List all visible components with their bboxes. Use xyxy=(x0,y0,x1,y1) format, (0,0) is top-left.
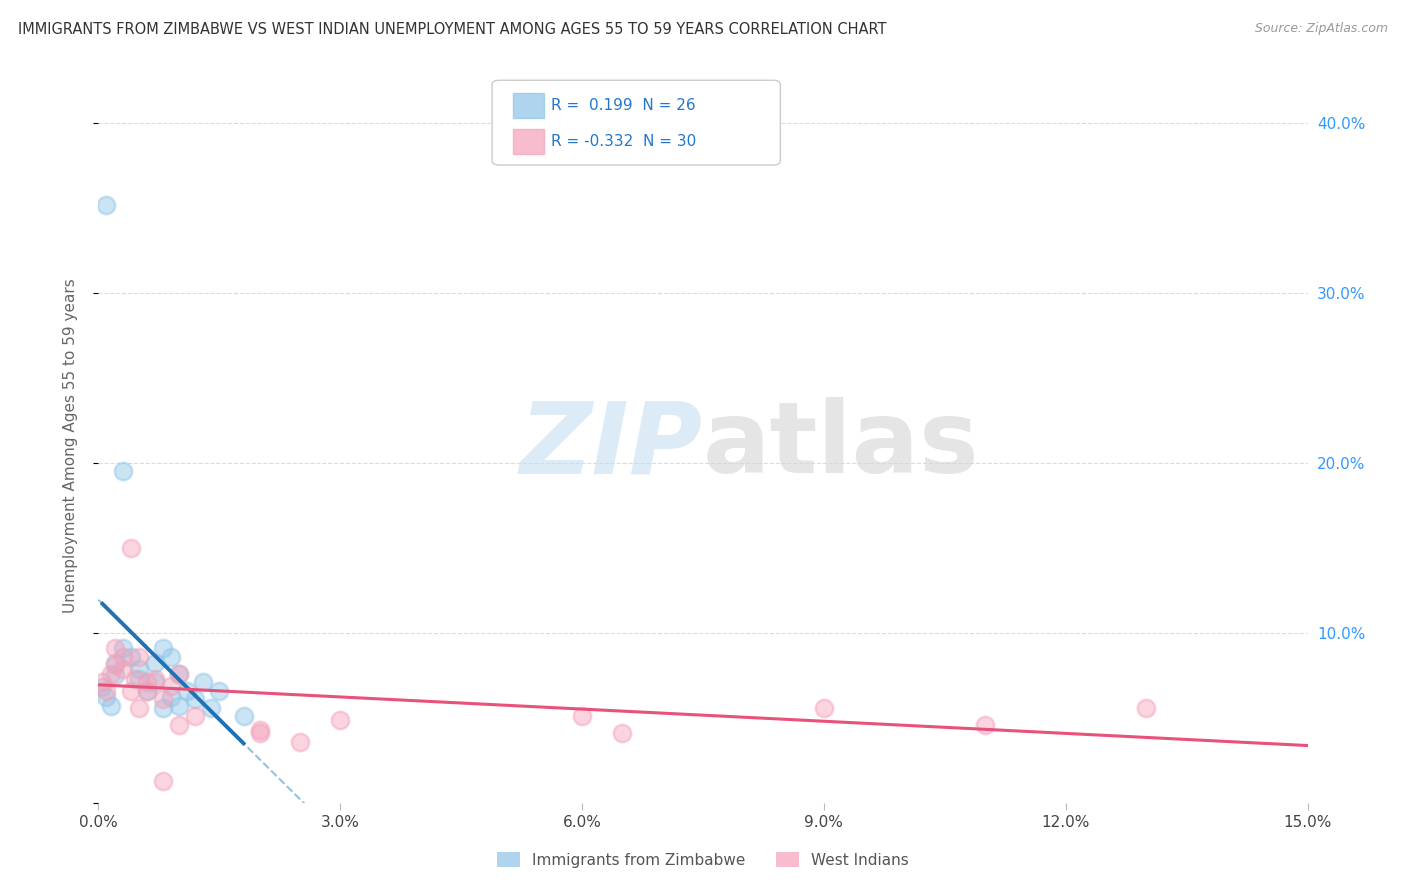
Point xyxy=(176,683,198,698)
Point xyxy=(128,672,150,686)
Point xyxy=(143,675,166,690)
Point xyxy=(96,198,118,212)
Point xyxy=(152,700,174,714)
Point xyxy=(167,666,190,681)
Point xyxy=(111,641,134,656)
Point xyxy=(208,683,231,698)
Point xyxy=(974,717,997,731)
Y-axis label: Unemployment Among Ages 55 to 59 years: Unemployment Among Ages 55 to 59 years xyxy=(63,278,77,614)
Point xyxy=(167,717,190,731)
Point xyxy=(96,690,118,705)
Legend: Immigrants from Zimbabwe, West Indians: Immigrants from Zimbabwe, West Indians xyxy=(491,846,915,873)
Point xyxy=(111,465,134,479)
Point xyxy=(120,649,142,664)
Point xyxy=(111,662,134,676)
Point xyxy=(143,657,166,671)
Point xyxy=(100,666,122,681)
Text: atlas: atlas xyxy=(703,398,980,494)
Point xyxy=(91,675,114,690)
Point xyxy=(152,641,174,656)
Point xyxy=(249,726,271,740)
Point xyxy=(96,683,118,698)
Point xyxy=(128,700,150,714)
Point xyxy=(135,675,157,690)
Point xyxy=(813,700,835,714)
Point xyxy=(120,541,142,555)
Point xyxy=(111,649,134,664)
Point xyxy=(120,683,142,698)
Point xyxy=(124,672,146,686)
Text: ZIP: ZIP xyxy=(520,398,703,494)
Point xyxy=(249,723,271,737)
Point xyxy=(184,692,207,706)
Point xyxy=(288,734,311,748)
Point xyxy=(128,649,150,664)
Point xyxy=(160,690,183,705)
Point xyxy=(135,683,157,698)
Point xyxy=(167,698,190,713)
Point xyxy=(128,662,150,676)
Text: R =  0.199  N = 26: R = 0.199 N = 26 xyxy=(551,98,696,113)
Point xyxy=(91,680,114,694)
Text: R = -0.332  N = 30: R = -0.332 N = 30 xyxy=(551,134,696,149)
Point xyxy=(612,726,634,740)
Point xyxy=(103,657,125,671)
Point xyxy=(135,683,157,698)
Point xyxy=(329,713,352,727)
Point xyxy=(193,675,215,690)
Point xyxy=(200,700,222,714)
Point xyxy=(143,672,166,686)
Point xyxy=(103,658,125,673)
Point xyxy=(571,709,593,723)
Point xyxy=(100,698,122,713)
Point xyxy=(103,641,125,656)
Point xyxy=(152,692,174,706)
Point xyxy=(167,666,190,681)
Point xyxy=(184,709,207,723)
Point xyxy=(152,773,174,788)
Point xyxy=(160,679,183,693)
Text: Source: ZipAtlas.com: Source: ZipAtlas.com xyxy=(1254,22,1388,36)
Text: IMMIGRANTS FROM ZIMBABWE VS WEST INDIAN UNEMPLOYMENT AMONG AGES 55 TO 59 YEARS C: IMMIGRANTS FROM ZIMBABWE VS WEST INDIAN … xyxy=(18,22,887,37)
Point xyxy=(232,709,254,723)
Point xyxy=(103,668,125,682)
Point xyxy=(1135,700,1157,714)
Point xyxy=(160,649,183,664)
